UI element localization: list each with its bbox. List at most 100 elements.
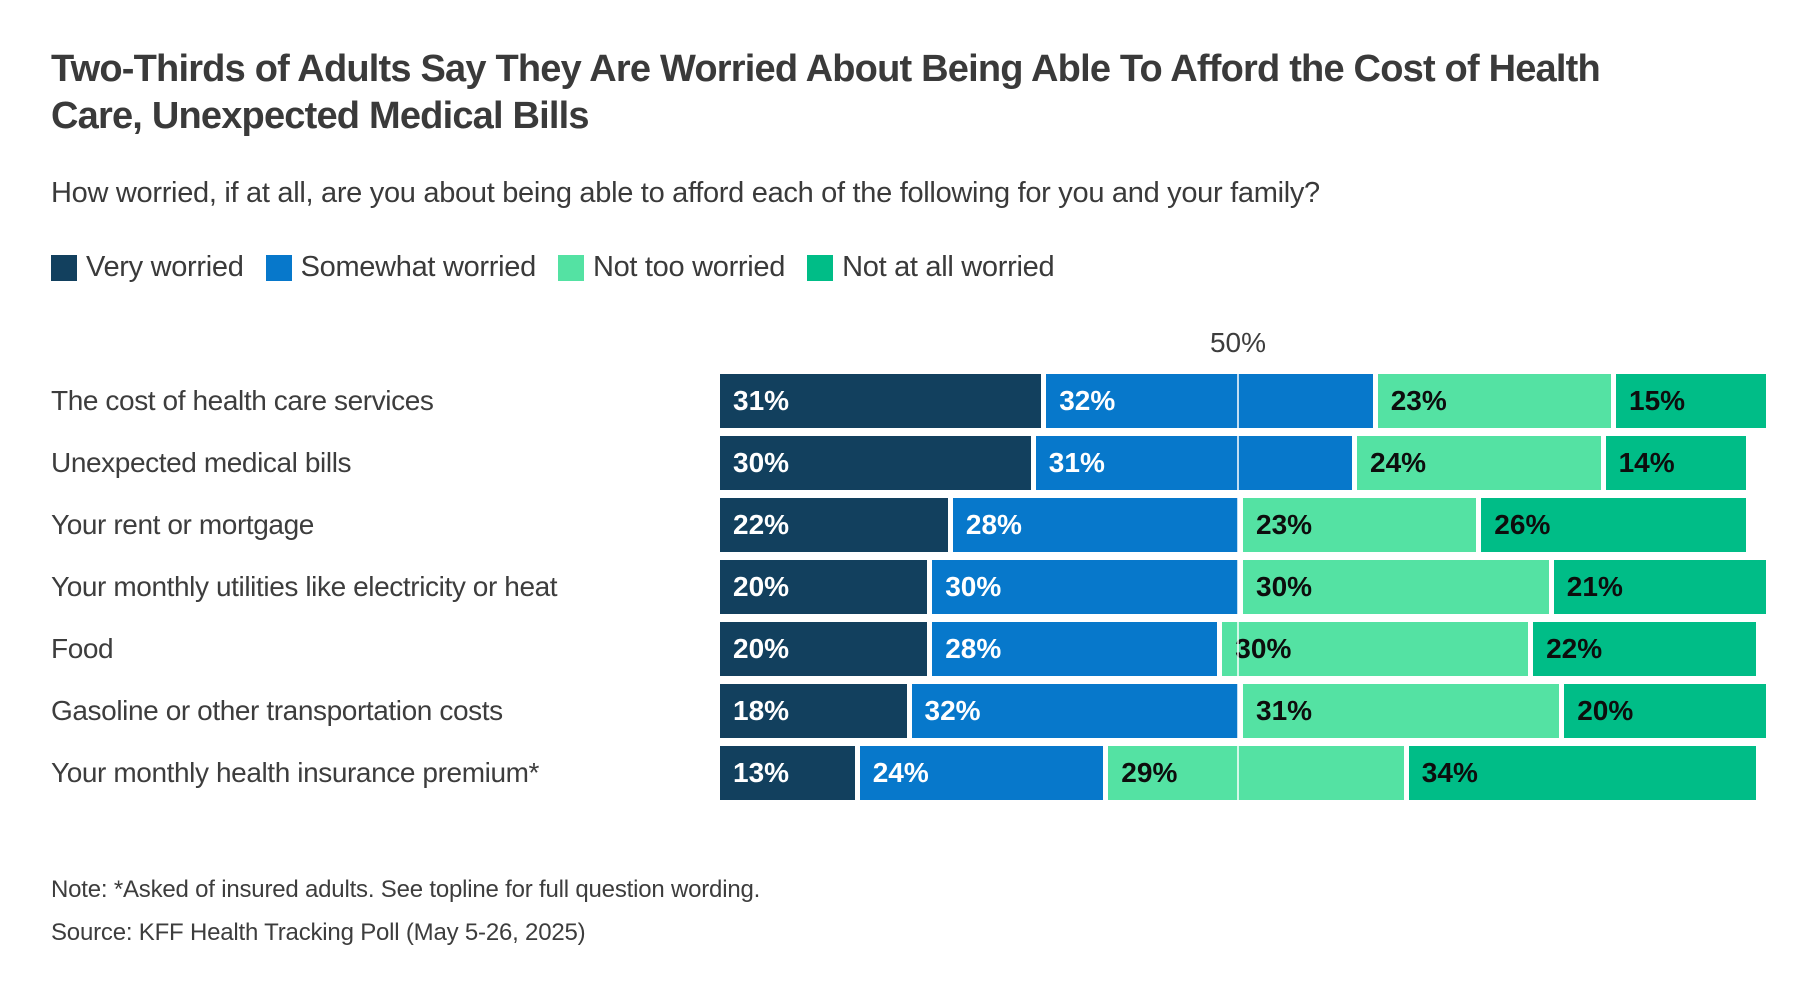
- chart-row: Unexpected medical bills 30% 31% 24% 14%: [51, 436, 1780, 490]
- bar-group: 30% 31% 24% 14%: [720, 436, 1780, 490]
- bar-segment: 28%: [952, 498, 1238, 552]
- bar-segment: 24%: [859, 746, 1104, 800]
- legend: Very worried Somewhat worried Not too worr…: [51, 251, 1076, 284]
- gridline-50: [1237, 374, 1239, 800]
- chart-title: Two-Thirds of Adults Say They Are Worrie…: [51, 46, 1791, 140]
- bar-value-label: 23%: [1256, 509, 1313, 540]
- bar-segment: 30%: [1222, 622, 1529, 676]
- bar-value-label: 31%: [1256, 695, 1313, 726]
- bar-value-label: 30%: [1256, 571, 1313, 602]
- stacked-bar-chart: 50% The cost of health care services 31% 3…: [51, 327, 1791, 817]
- category-label: Unexpected medical bills: [51, 447, 352, 478]
- legend-item: Very worried: [51, 251, 244, 284]
- bar-segment: 21%: [1553, 560, 1767, 614]
- bar-segment: 32%: [1046, 374, 1373, 428]
- bar-segment: 32%: [911, 684, 1238, 738]
- chart-rows: The cost of health care services 31% 32% 23…: [51, 374, 1780, 808]
- bar-segment: 24%: [1357, 436, 1601, 490]
- bar-group: 20% 28% 30% 22%: [720, 622, 1780, 676]
- chart-row: Food 20% 28% 30% 22%: [51, 622, 1780, 676]
- legend-label: Not too worried: [592, 251, 786, 283]
- bar-value-label: 20%: [1577, 695, 1634, 726]
- bar-segment: 23%: [1377, 374, 1611, 428]
- bar-value-label: 22%: [733, 509, 790, 540]
- bar-value-label: 29%: [1121, 757, 1178, 788]
- legend-swatch: [557, 254, 584, 281]
- category-label: Food: [51, 633, 114, 664]
- category-label: Your monthly health insurance premium*: [51, 757, 540, 788]
- bar-group: 13% 24% 29% 34%: [720, 746, 1780, 800]
- source-text: Source: KFF Health Tracking Poll (May 5-…: [51, 919, 586, 946]
- bar-segment: 20%: [1564, 684, 1767, 738]
- bar-segment: 20%: [720, 622, 928, 676]
- bar-value-label: 32%: [924, 695, 981, 726]
- bar-value-label: 28%: [945, 633, 1002, 664]
- chart-title-line-2: Care, Unexpected Medical Bills: [51, 95, 590, 137]
- axis-tick-label-50: 50%: [1209, 327, 1267, 358]
- bar-value-label: 32%: [1059, 385, 1116, 416]
- bar-value-label: 20%: [733, 571, 790, 602]
- note-text: Note: *Asked of insured adults. See topl…: [51, 876, 761, 903]
- bar-value-label: 13%: [733, 757, 790, 788]
- bar-value-label: 22%: [1546, 633, 1603, 664]
- bar-segment: 22%: [720, 498, 948, 552]
- category-label: Your monthly utilities like electricity …: [51, 571, 558, 602]
- chart-title-line-1: Two-Thirds of Adults Say They Are Worrie…: [51, 48, 1601, 90]
- bar-segment: 23%: [1243, 498, 1477, 552]
- bar-value-label: 30%: [1235, 633, 1292, 664]
- bar-segment: 28%: [932, 622, 1218, 676]
- chart-row: Your monthly health insurance premium* 13…: [51, 746, 1780, 800]
- bar-value-label: 24%: [1370, 447, 1427, 478]
- bar-segment: 18%: [720, 684, 907, 738]
- chart-row: Your rent or mortgage 22% 28% 23% 26%: [51, 498, 1780, 552]
- bar-value-label: 30%: [733, 447, 790, 478]
- bar-segment: 13%: [720, 746, 855, 800]
- bar-value-label: 20%: [733, 633, 790, 664]
- bar-value-label: 21%: [1566, 571, 1623, 602]
- bar-segment: 26%: [1481, 498, 1746, 552]
- bar-segment: 30%: [932, 560, 1238, 614]
- bar-segment: 20%: [720, 560, 928, 614]
- bar-value-label: 31%: [1048, 447, 1105, 478]
- legend-swatch: [807, 254, 834, 281]
- legend-item: Not at all worried: [807, 251, 1055, 284]
- category-label: Your rent or mortgage: [51, 509, 314, 540]
- bar-group: 20% 30% 30% 21%: [720, 560, 1780, 614]
- bar-segment: 30%: [1243, 560, 1549, 614]
- legend-item: Somewhat worried: [265, 251, 537, 284]
- bar-segment: 30%: [720, 436, 1031, 490]
- legend-label: Very worried: [86, 251, 244, 283]
- category-label: Gasoline or other transportation costs: [51, 695, 503, 726]
- chart-row: Your monthly utilities like electricity …: [51, 560, 1780, 614]
- bar-group: 22% 28% 23% 26%: [720, 498, 1780, 552]
- chart-row: The cost of health care services 31% 32% 23…: [51, 374, 1780, 428]
- bar-value-label: 14%: [1618, 447, 1675, 478]
- legend-label: Not at all worried: [842, 251, 1055, 283]
- bar-value-label: 31%: [733, 385, 790, 416]
- chart-subtitle: How worried, if at all, are you about be…: [51, 177, 1320, 209]
- legend-label: Somewhat worried: [300, 251, 537, 283]
- bar-value-label: 26%: [1494, 509, 1551, 540]
- bar-value-label: 24%: [872, 757, 929, 788]
- bar-segment: 31%: [1035, 436, 1352, 490]
- legend-swatch: [51, 254, 77, 281]
- bar-group: 18% 32% 31% 20%: [720, 684, 1780, 738]
- bar-segment: 15%: [1616, 374, 1767, 428]
- legend-item: Not too worried: [557, 251, 786, 284]
- legend-swatch: [265, 254, 292, 281]
- bar-segment: 22%: [1533, 622, 1756, 676]
- bar-segment: 29%: [1108, 746, 1404, 800]
- chart-row: Gasoline or other transportation costs 18…: [51, 684, 1780, 738]
- bar-value-label: 34%: [1421, 757, 1478, 788]
- bar-value-label: 23%: [1390, 385, 1447, 416]
- bar-value-label: 18%: [733, 695, 790, 726]
- bar-segment: 31%: [1243, 684, 1560, 738]
- bar-value-label: 15%: [1629, 385, 1686, 416]
- bar-value-label: 30%: [945, 571, 1002, 602]
- bar-group: 31% 32% 23% 15%: [720, 374, 1780, 428]
- bar-value-label: 28%: [965, 509, 1022, 540]
- bar-segment: 34%: [1408, 746, 1756, 800]
- bar-segment: 31%: [720, 374, 1042, 428]
- category-label: The cost of health care services: [51, 385, 434, 416]
